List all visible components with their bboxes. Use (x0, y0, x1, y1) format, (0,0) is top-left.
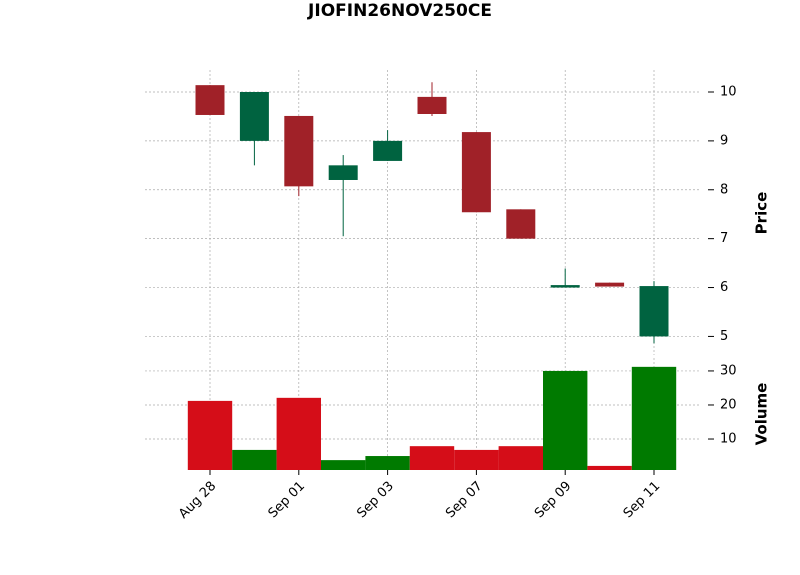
candle-body (239, 91, 269, 141)
y-tick-label: 8 (720, 182, 728, 197)
volume-bar (543, 370, 588, 470)
y-tick-label: 7 (720, 231, 728, 246)
y-tick-label: 10 (720, 84, 737, 99)
candle-body (595, 282, 625, 287)
volume-bar (365, 456, 410, 470)
volume-bar (187, 400, 233, 470)
volume-bar (454, 449, 499, 470)
candle-body (550, 285, 580, 288)
chart-title: JIOFIN26NOV250CE (307, 1, 492, 21)
y-tick-label: 5 (720, 329, 728, 344)
volume-tick-label: 20 (720, 397, 737, 412)
volume-bar (631, 366, 677, 470)
y-tick-label: 6 (720, 280, 728, 295)
candle-body (284, 115, 314, 187)
candle-body (639, 286, 669, 337)
x-tick-label: Sep 11 (621, 479, 664, 522)
volume-bar (587, 465, 632, 470)
candle-body (417, 96, 447, 114)
volume-bar (321, 460, 366, 470)
x-tick-label: Sep 03 (354, 479, 397, 522)
x-tick-label: Sep 09 (532, 479, 575, 522)
candle-body (506, 209, 536, 239)
candle-body (461, 132, 491, 213)
volume-bar (498, 446, 543, 470)
volume-bar (409, 446, 455, 470)
x-tick-label: Sep 01 (266, 479, 309, 522)
volume-axis-label: Volume (753, 383, 771, 446)
candle-body (195, 85, 225, 115)
volume-tick-label: 30 (720, 363, 737, 378)
volume-bar (276, 397, 321, 470)
x-tick-label: Sep 07 (443, 479, 486, 522)
candle-body (328, 165, 358, 180)
y-tick-label: 9 (720, 133, 728, 148)
candle-body (373, 140, 403, 161)
x-tick-label: Aug 28 (176, 479, 219, 522)
y-axis-label: Price (753, 192, 771, 235)
volume-bar (232, 449, 277, 470)
volume-tick-label: 10 (720, 432, 737, 447)
